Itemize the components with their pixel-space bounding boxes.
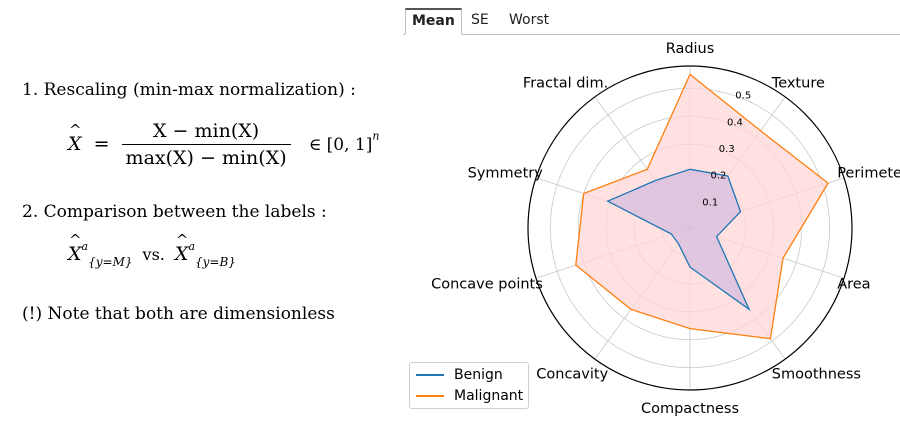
tab-bar: Mean SE Worst (403, 8, 900, 35)
comparison-formula: Xa {y=M} vs. Xa {y=B} (68, 231, 236, 269)
chart-legend: Benign Malignant (409, 362, 529, 409)
compare-symbol-m: X (68, 231, 82, 265)
rtick-label-3: 0.3 (719, 144, 735, 155)
compare-sup-b: a (188, 240, 196, 253)
formula-lhs: X (68, 121, 82, 155)
rtick-label-1: 0.1 (702, 197, 718, 208)
legend-item-benign: Benign (416, 365, 503, 385)
tab-mean[interactable]: Mean (405, 8, 462, 35)
rtick-label-4: 0.4 (727, 117, 743, 128)
formula-numerator: X − min(X) (121, 120, 291, 145)
series-line-benign (606, 168, 751, 312)
radar-chart: 0.1 0.2 0.3 0.4 0.5 Radius Texture Perimeter Are… (431, 41, 900, 417)
rtick-label-5: 0.5 (735, 91, 751, 102)
step1-label: 1. Rescaling (min-max normalization) : (22, 80, 356, 100)
step2-label: 2. Comparison between the labels : (22, 202, 327, 222)
formula-fraction: X − min(X) max(X) − min(X) (121, 120, 291, 169)
compare-symbol-b: X (175, 231, 189, 265)
rtick-label-2: 0.2 (711, 171, 727, 182)
tab-worst[interactable]: Worst (509, 12, 550, 28)
formula-range: ∈ [0, 1] (308, 134, 373, 155)
legend-label-benign: Benign (454, 367, 503, 383)
explanation-panel: 1. Rescaling (min-max normalization) : X… (0, 0, 400, 422)
compare-sub-b: {y=B} (195, 255, 236, 269)
compare-sup-m: a (81, 240, 89, 253)
axis-label-radius: Radius (666, 41, 715, 57)
axis-label-concavity: Concavity (536, 367, 608, 383)
axis-label-concave-points: Concave points (431, 277, 543, 293)
axis-label-area: Area (837, 277, 870, 293)
axis-label-perimeter: Perimeter (837, 165, 900, 181)
axis-label-symmetry: Symmetry (468, 165, 544, 181)
radar-frame (527, 65, 853, 391)
axis-label-texture: Texture (771, 75, 825, 91)
legend-label-malignant: Malignant (454, 388, 524, 404)
series-fill-benign (607, 169, 750, 310)
formula-range-sup: n (372, 129, 380, 143)
axis-label-smoothness: Smoothness (772, 367, 861, 383)
note-text: (!) Note that both are dimensionless (22, 304, 335, 324)
legend-swatch-malignant (416, 395, 444, 397)
legend-item-malignant: Malignant (416, 386, 523, 406)
legend-swatch-benign (416, 374, 444, 376)
compare-vs: vs. (142, 245, 165, 264)
compare-sub-m: {y=M} (88, 255, 133, 269)
series-line-malignant (575, 73, 829, 340)
tab-se[interactable]: SE (471, 12, 489, 28)
axis-label-compactness: Compactness (641, 401, 739, 417)
minmax-formula: X = X − min(X) max(X) − min(X) ∈ [0, 1]n (68, 120, 379, 169)
formula-denominator: max(X) − min(X) (125, 147, 287, 169)
axis-label-fractal-dim: Fractal dim. (523, 75, 608, 91)
